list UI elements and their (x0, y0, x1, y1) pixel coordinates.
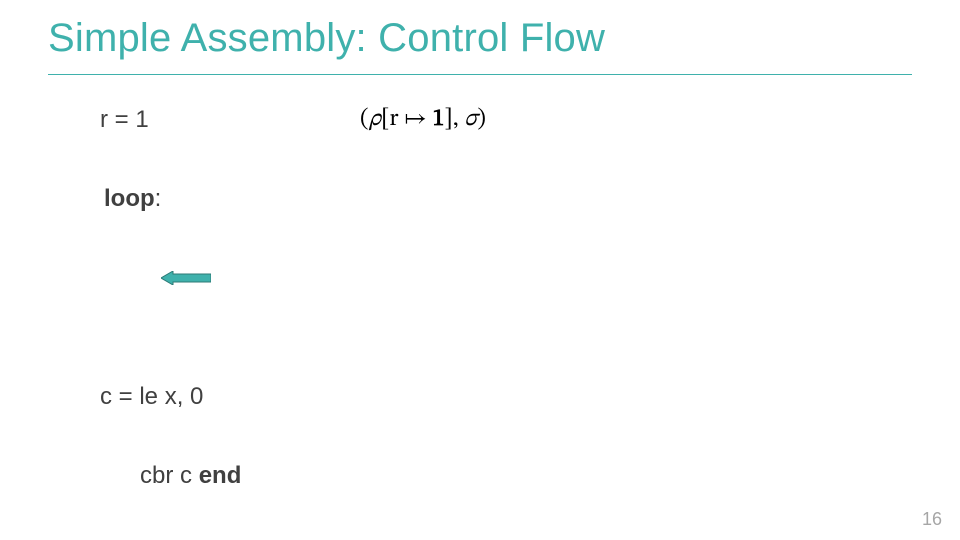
slide: Simple Assembly: Control Flow r = 1 loop… (0, 0, 960, 540)
math-rb: ] (444, 107, 452, 131)
code-line-3-kw: end (199, 462, 242, 489)
code-line-3: cbr c end (64, 417, 241, 536)
slide-title: Simple Assembly: Control Flow (48, 16, 605, 61)
semantics-expression: (ρ[r ↦ 1], σ) (360, 104, 486, 134)
title-underline (48, 74, 912, 75)
math-rho: ρ (369, 107, 381, 131)
code-line-0: r = 1 (64, 100, 241, 140)
code-line-2: c = le x, 0 (64, 377, 241, 417)
label-loop: loop (104, 185, 155, 212)
math-mapsto: ↦ (398, 107, 432, 131)
code-line-1: loop: (64, 140, 241, 378)
code-block: r = 1 loop: c = le x, 0 cbr c end r = mu… (64, 100, 241, 540)
math-close: ) (477, 107, 486, 131)
code-line-3a: cbr c (140, 462, 199, 489)
loop-arrow-icon (108, 219, 211, 338)
math-sigma: σ (464, 107, 477, 131)
code-line-4: r = mul r, x (64, 536, 241, 540)
page-number: 16 (922, 509, 942, 530)
label-loop-colon: : (155, 185, 162, 212)
math-open: ( (360, 107, 369, 131)
math-one: 1 (433, 107, 445, 131)
math-comma: , (453, 107, 465, 131)
